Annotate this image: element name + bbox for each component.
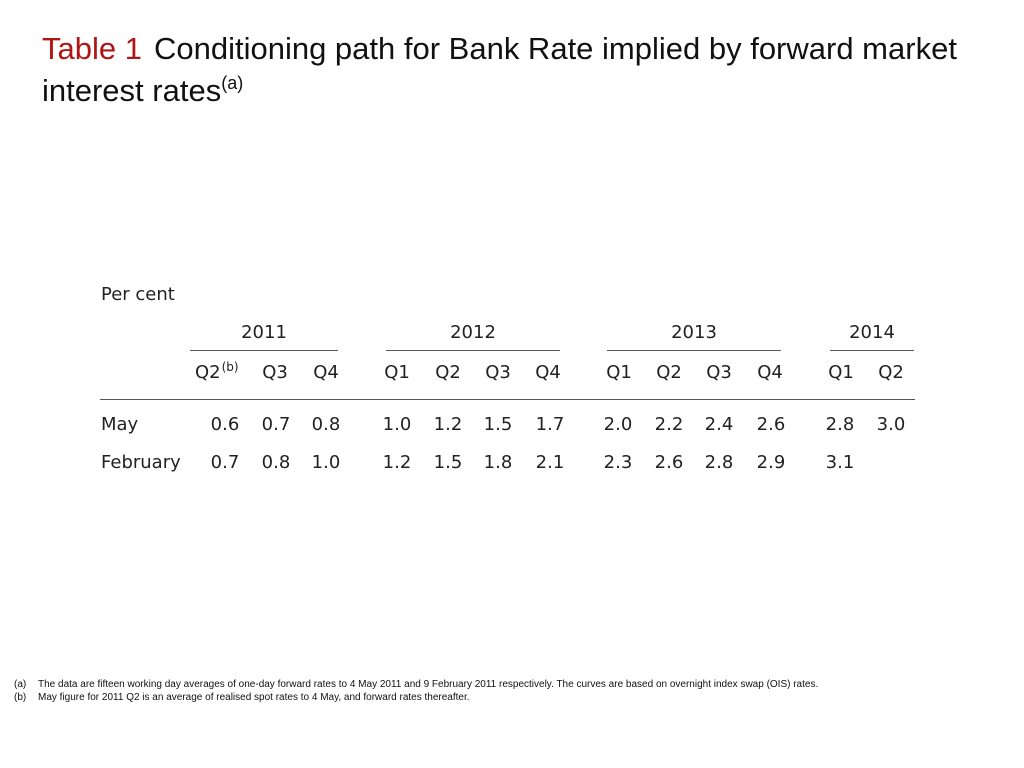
footnote-marker: (b) [14, 692, 27, 703]
quarter-header: Q1 [828, 362, 854, 383]
footnote-marker: (a) [14, 679, 27, 690]
year-header: 2011 [241, 322, 287, 343]
year-underline [830, 350, 914, 351]
table-cell: 2.2 [654, 414, 684, 435]
table-cell: 2.4 [704, 414, 734, 435]
quarter-note-ref: (b) [221, 360, 239, 374]
slide-title: Table 1 Conditioning path for Bank Rate i… [42, 28, 982, 112]
quarter-header: Q3 [485, 362, 511, 383]
header-divider [100, 399, 915, 400]
table-cell: 1.0 [311, 452, 341, 473]
table-cell: 1.0 [382, 414, 412, 435]
table-cell: 1.8 [483, 452, 513, 473]
table-cell: 0.8 [261, 452, 291, 473]
year-underline [386, 350, 560, 351]
table-cell: 0.7 [210, 452, 240, 473]
footnote-text: The data are fifteen working day average… [38, 679, 819, 690]
title-note-ref: (a) [221, 73, 244, 93]
quarter-header: Q1 [384, 362, 410, 383]
table-cell: 2.1 [535, 452, 565, 473]
table-cell: 1.7 [535, 414, 565, 435]
year-header: 2013 [671, 322, 717, 343]
quarter-header: Q4 [757, 362, 783, 383]
table-cell: 2.3 [603, 452, 633, 473]
table-cell: 1.2 [433, 414, 463, 435]
quarter-header: Q3 [262, 362, 288, 383]
quarter-header: Q4 [313, 362, 339, 383]
row-label-february: February [101, 452, 181, 473]
quarter-header: Q2(b) [195, 360, 239, 383]
row-label-may: May [101, 414, 139, 435]
table-cell: 2.8 [825, 414, 855, 435]
footnotes: (a) The data are fifteen working day aver… [14, 678, 1014, 704]
table-cell: 2.6 [654, 452, 684, 473]
table-cell: 3.0 [876, 414, 906, 435]
quarter-header: Q1 [606, 362, 632, 383]
quarter-header: Q2 [435, 362, 461, 383]
table-cell: 1.5 [483, 414, 513, 435]
footnote: (a) The data are fifteen working day aver… [14, 678, 1014, 691]
year-underline [190, 350, 338, 351]
unit-label: Per cent [101, 284, 175, 305]
table-cell: 0.8 [311, 414, 341, 435]
table-cell: 3.1 [825, 452, 855, 473]
quarter-header: Q2 [878, 362, 904, 383]
table-cell: 0.6 [210, 414, 240, 435]
table-cell: 2.6 [756, 414, 786, 435]
footnote-text: May figure for 2011 Q2 is an average of … [38, 692, 470, 703]
quarter-header: Q4 [535, 362, 561, 383]
year-header: 2012 [450, 322, 496, 343]
quarter-header: Q2 [656, 362, 682, 383]
table-number: Table 1 [42, 31, 142, 66]
year-underline [607, 350, 781, 351]
year-header: 2014 [849, 322, 895, 343]
title-text: Conditioning path for Bank Rate implied … [42, 31, 957, 108]
table-cell: 2.8 [704, 452, 734, 473]
table-cell: 2.0 [603, 414, 633, 435]
table-cell: 1.5 [433, 452, 463, 473]
quarter-header: Q3 [706, 362, 732, 383]
table-cell: 1.2 [382, 452, 412, 473]
footnote: (b) May figure for 2011 Q2 is an average … [14, 691, 1014, 704]
table-cell: 0.7 [261, 414, 291, 435]
table-cell: 2.9 [756, 452, 786, 473]
